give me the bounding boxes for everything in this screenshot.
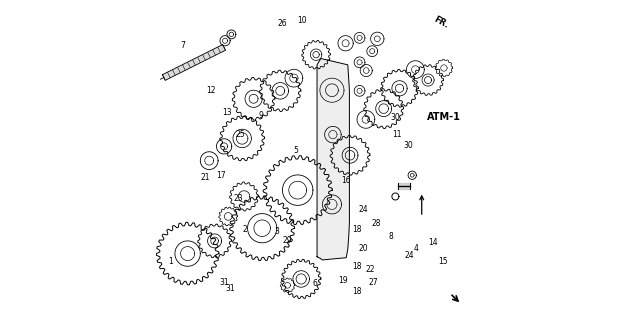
Text: 10: 10 bbox=[297, 16, 306, 25]
Text: 18: 18 bbox=[353, 262, 362, 271]
Text: 16: 16 bbox=[342, 176, 351, 185]
Text: 12: 12 bbox=[207, 86, 216, 95]
Text: 27: 27 bbox=[369, 278, 378, 287]
Text: 30: 30 bbox=[403, 141, 413, 150]
Text: 15: 15 bbox=[438, 257, 448, 266]
Text: 24: 24 bbox=[359, 205, 369, 214]
Text: 17: 17 bbox=[216, 172, 226, 180]
Text: 31: 31 bbox=[226, 284, 235, 293]
Text: 28: 28 bbox=[372, 219, 381, 228]
Text: 2: 2 bbox=[242, 225, 247, 234]
Text: 24: 24 bbox=[405, 251, 415, 260]
Text: FR.: FR. bbox=[433, 14, 450, 30]
Text: 6: 6 bbox=[312, 279, 317, 288]
Text: 26: 26 bbox=[278, 19, 287, 28]
Text: 30: 30 bbox=[391, 113, 400, 122]
Text: 21: 21 bbox=[200, 173, 210, 182]
Text: 31: 31 bbox=[220, 278, 229, 287]
Text: 22: 22 bbox=[365, 265, 375, 274]
Text: 25: 25 bbox=[235, 130, 245, 139]
Text: 29: 29 bbox=[282, 236, 292, 245]
Polygon shape bbox=[317, 59, 349, 260]
Polygon shape bbox=[162, 44, 226, 80]
Text: 13: 13 bbox=[223, 108, 232, 117]
Text: 19: 19 bbox=[338, 276, 348, 285]
Text: 5: 5 bbox=[293, 146, 298, 155]
Text: 14: 14 bbox=[428, 238, 438, 247]
Text: 1: 1 bbox=[168, 257, 172, 266]
Text: 9: 9 bbox=[258, 111, 263, 120]
Text: 8: 8 bbox=[388, 232, 393, 241]
Text: 3: 3 bbox=[274, 227, 279, 236]
Text: 4: 4 bbox=[414, 244, 418, 253]
Text: 23: 23 bbox=[233, 194, 243, 203]
Text: 18: 18 bbox=[353, 287, 362, 296]
Text: ATM-1: ATM-1 bbox=[427, 112, 461, 122]
Text: 7: 7 bbox=[181, 41, 186, 50]
Text: 11: 11 bbox=[392, 130, 402, 139]
Text: 18: 18 bbox=[353, 225, 362, 234]
Text: 20: 20 bbox=[359, 244, 369, 253]
